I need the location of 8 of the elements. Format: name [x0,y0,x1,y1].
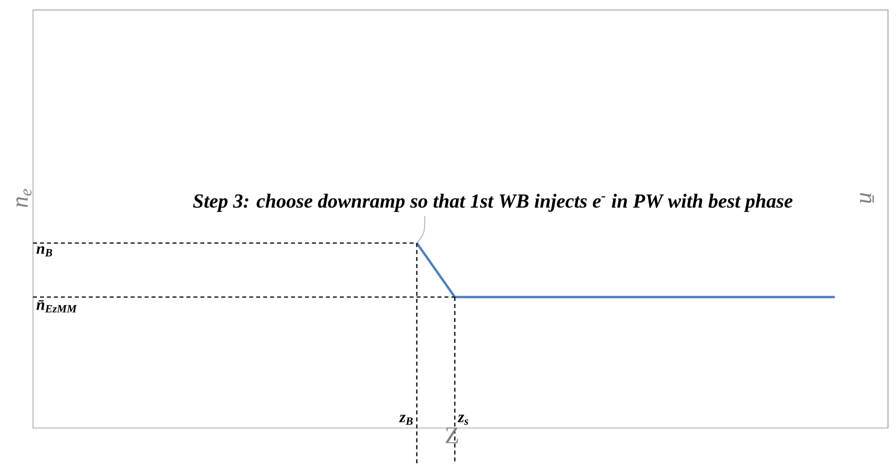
annotation: z$_{B}$ [399,415,413,425]
y2-axis-title: n̄ [860,193,874,204]
annotation: z$_{s}$ [458,414,468,425]
text: Step 3: choose downramp so that 1st WB injects e$^{-}$ in PW with best phase [193,194,792,212]
ref-line-label: n̄$_{EzMM}$ [36,300,78,313]
y-axis-title: n$_{e}$ [16,189,32,208]
x-axis-title: Z [446,428,458,444]
ref-line-label: n$_{B}$ [36,246,52,257]
